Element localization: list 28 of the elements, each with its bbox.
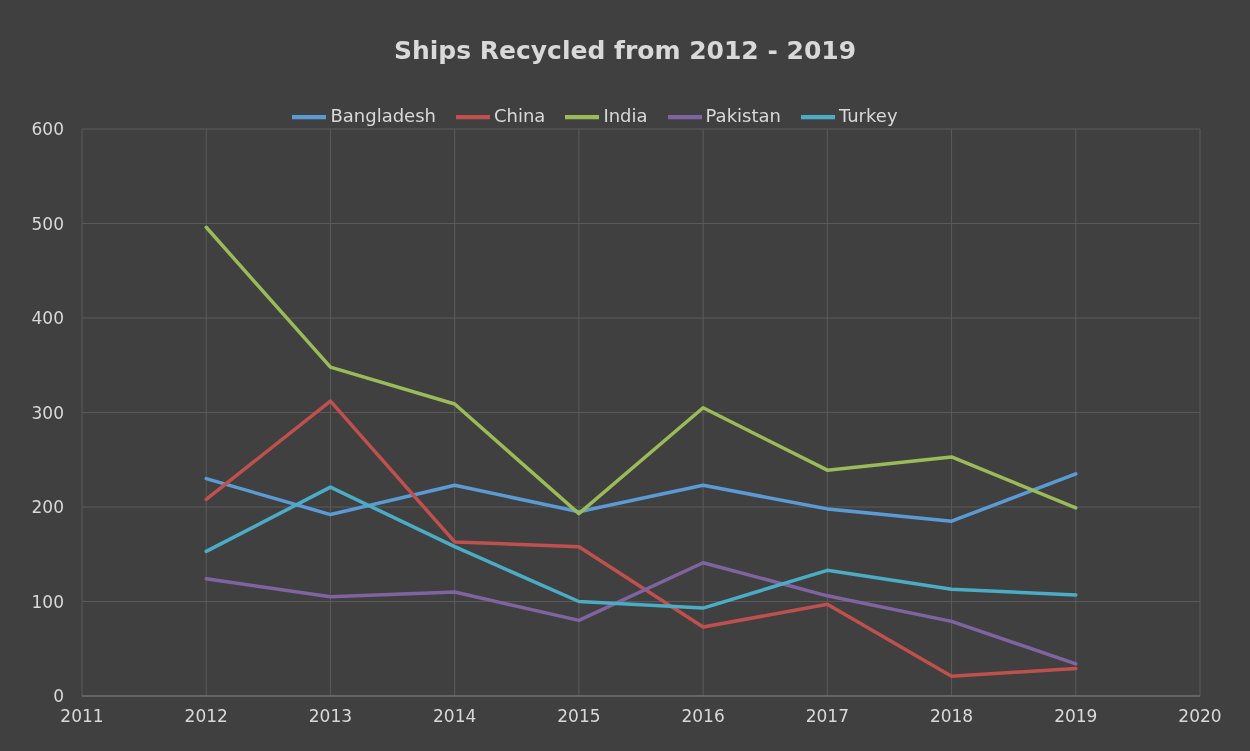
y-tick-label: 0 [53, 686, 64, 707]
line-series [204, 225, 1078, 516]
y-tick-label: 100 [31, 591, 64, 612]
x-tick-label: 2018 [929, 706, 974, 727]
legend-label: Pakistan [705, 105, 781, 126]
line-series [204, 472, 1078, 523]
y-tick-label: 400 [31, 308, 64, 329]
y-tick-label: 300 [31, 402, 64, 423]
x-tick-label: 2012 [184, 706, 228, 727]
chart-title: Ships Recycled from 2012 - 2019 [392, 36, 858, 65]
y-tick-label: 200 [31, 497, 64, 518]
legend-label: Bangladesh [330, 105, 436, 126]
x-tick-label: 2015 [557, 706, 601, 727]
x-tick-label: 2020 [1178, 706, 1222, 727]
x-tick-label: 2011 [60, 706, 104, 727]
y-tick-label: 600 [31, 119, 64, 140]
line-series [204, 399, 1078, 678]
x-tick-label: 2013 [308, 706, 353, 727]
x-tick-label: 2016 [681, 706, 725, 727]
y-tick-label: 500 [31, 213, 64, 234]
legend-label: Turkey [838, 105, 898, 126]
legend-label: India [603, 105, 648, 126]
line-series [204, 485, 1078, 610]
legend-label: China [493, 105, 546, 126]
x-tick-label: 2014 [433, 706, 477, 727]
x-tick-label: 2017 [805, 706, 849, 727]
line-series [204, 561, 1078, 666]
x-tick-label: 2019 [1054, 706, 1098, 727]
